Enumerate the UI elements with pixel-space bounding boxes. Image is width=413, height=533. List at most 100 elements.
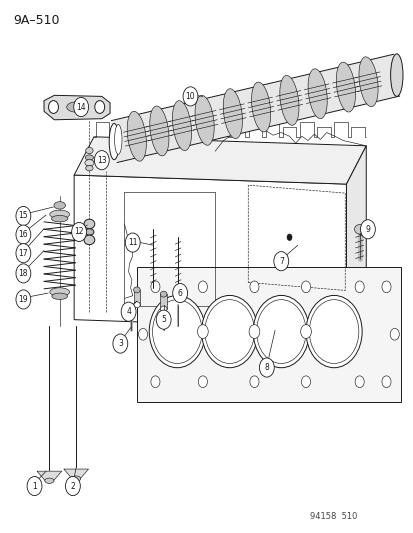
Polygon shape [137, 266, 400, 402]
Ellipse shape [45, 478, 54, 483]
Ellipse shape [307, 69, 326, 119]
Text: 17: 17 [19, 249, 28, 258]
FancyBboxPatch shape [133, 290, 140, 305]
Ellipse shape [66, 102, 87, 112]
Ellipse shape [133, 287, 140, 293]
Text: 19: 19 [19, 295, 28, 304]
Circle shape [94, 151, 109, 169]
Circle shape [301, 281, 310, 293]
Circle shape [259, 358, 273, 377]
Circle shape [150, 281, 159, 293]
Circle shape [74, 98, 88, 117]
Ellipse shape [251, 82, 270, 132]
Polygon shape [346, 146, 366, 329]
Circle shape [198, 281, 207, 293]
Ellipse shape [150, 106, 169, 156]
Text: 3: 3 [118, 339, 123, 348]
Text: 9: 9 [365, 225, 370, 234]
Polygon shape [64, 469, 88, 479]
Circle shape [354, 281, 363, 293]
Ellipse shape [390, 54, 402, 96]
Text: 18: 18 [19, 269, 28, 278]
Circle shape [48, 101, 58, 114]
Text: 11: 11 [128, 238, 137, 247]
Text: 4: 4 [126, 307, 131, 316]
Circle shape [249, 376, 259, 387]
Circle shape [16, 244, 31, 263]
Ellipse shape [85, 229, 94, 235]
Polygon shape [37, 471, 62, 481]
Circle shape [381, 281, 390, 293]
Ellipse shape [85, 155, 93, 160]
Circle shape [183, 87, 197, 106]
FancyBboxPatch shape [160, 294, 166, 309]
Polygon shape [74, 137, 366, 184]
Ellipse shape [84, 235, 95, 245]
Text: 9A–510: 9A–510 [13, 14, 59, 27]
Circle shape [301, 376, 310, 387]
Ellipse shape [160, 306, 166, 312]
Circle shape [389, 328, 398, 340]
Ellipse shape [358, 57, 377, 107]
Ellipse shape [133, 302, 140, 308]
Circle shape [198, 376, 207, 387]
Circle shape [156, 310, 171, 329]
Polygon shape [74, 175, 346, 329]
Text: 7: 7 [278, 257, 283, 265]
Circle shape [16, 290, 31, 309]
Circle shape [201, 295, 257, 368]
Text: 8: 8 [264, 363, 268, 372]
Circle shape [197, 325, 208, 338]
Circle shape [305, 295, 361, 368]
Text: 16: 16 [19, 230, 28, 239]
Circle shape [121, 302, 136, 321]
Circle shape [113, 334, 128, 353]
Text: 10: 10 [185, 92, 195, 101]
Ellipse shape [195, 95, 214, 145]
Ellipse shape [54, 201, 65, 209]
Circle shape [172, 284, 187, 303]
Ellipse shape [71, 476, 81, 481]
Ellipse shape [51, 215, 68, 222]
Ellipse shape [114, 125, 122, 155]
Circle shape [95, 101, 104, 114]
Circle shape [71, 222, 86, 241]
Text: 1: 1 [32, 481, 37, 490]
Circle shape [16, 206, 31, 225]
Circle shape [360, 220, 375, 239]
Text: 5: 5 [161, 315, 166, 324]
Ellipse shape [52, 293, 67, 300]
Circle shape [27, 477, 42, 496]
Circle shape [354, 376, 363, 387]
Ellipse shape [85, 165, 93, 171]
Text: 12: 12 [74, 228, 84, 237]
Circle shape [249, 325, 259, 338]
Circle shape [149, 295, 205, 368]
Circle shape [65, 477, 80, 496]
Circle shape [249, 281, 259, 293]
Ellipse shape [160, 291, 166, 297]
Text: 6: 6 [177, 288, 182, 297]
Text: 94158  510: 94158 510 [309, 512, 357, 521]
Circle shape [286, 234, 291, 240]
Circle shape [16, 264, 31, 283]
Ellipse shape [50, 288, 69, 296]
Ellipse shape [279, 76, 298, 125]
Ellipse shape [109, 124, 119, 160]
Text: 2: 2 [70, 481, 75, 490]
Circle shape [125, 233, 140, 252]
Circle shape [16, 225, 31, 244]
Ellipse shape [127, 111, 146, 161]
Ellipse shape [223, 88, 242, 139]
Ellipse shape [172, 101, 191, 150]
Text: 13: 13 [97, 156, 106, 165]
Ellipse shape [85, 160, 94, 166]
Polygon shape [111, 54, 399, 163]
Ellipse shape [50, 210, 69, 219]
Ellipse shape [84, 219, 95, 229]
Ellipse shape [85, 148, 93, 154]
Circle shape [273, 252, 288, 271]
Text: 15: 15 [19, 212, 28, 221]
Text: 14: 14 [76, 102, 86, 111]
Circle shape [138, 328, 147, 340]
